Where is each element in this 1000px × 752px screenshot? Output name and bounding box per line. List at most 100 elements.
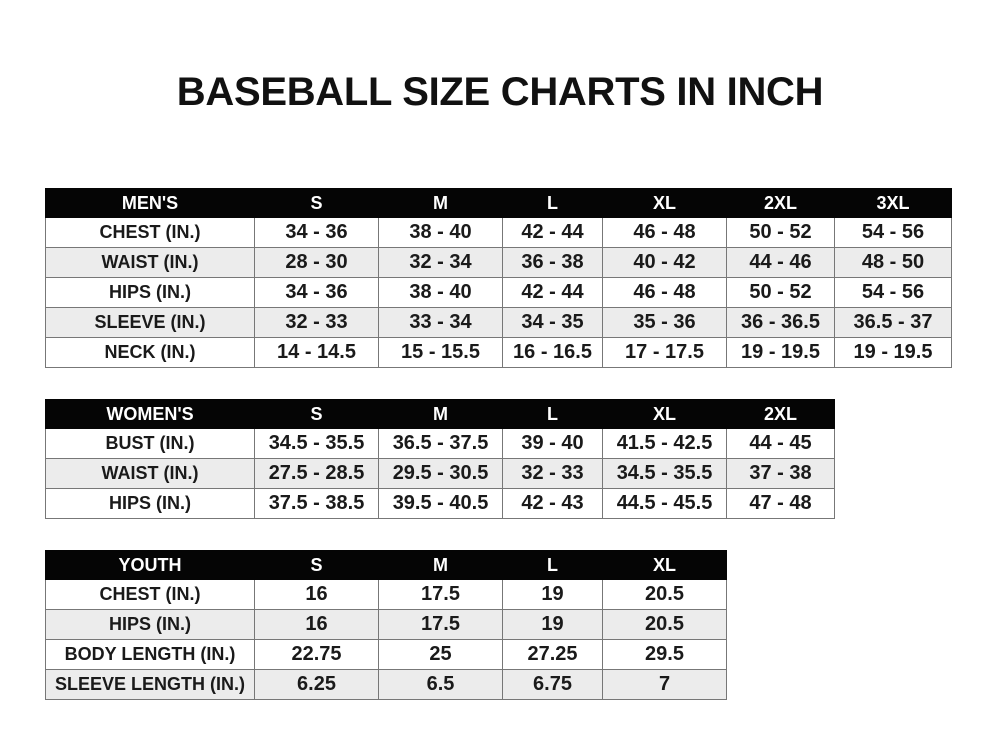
size-value: 50 - 52 — [726, 277, 835, 308]
size-value: 32 - 33 — [254, 307, 379, 338]
size-value: 20.5 — [602, 609, 727, 640]
size-value: 16 — [254, 609, 379, 640]
size-value: 36 - 38 — [502, 247, 603, 278]
size-value: 33 - 34 — [378, 307, 503, 338]
table-row: HIPS (IN.) 37.5 - 38.5 39.5 - 40.5 42 - 43 4… — [45, 488, 835, 519]
size-value: 39.5 - 40.5 — [378, 488, 503, 519]
size-value: 54 - 56 — [834, 217, 952, 248]
measurement-label: WAIST (IN.) — [45, 247, 255, 278]
size-value: 17.5 — [378, 609, 503, 640]
size-header: XL — [602, 188, 727, 218]
size-value: 17 - 17.5 — [602, 337, 727, 368]
table-row: HIPS (IN.) 34 - 36 38 - 40 42 - 44 46 - 48 50… — [45, 277, 952, 308]
category-header: MEN'S — [45, 188, 255, 218]
size-header: S — [254, 399, 379, 429]
size-value: 6.25 — [254, 669, 379, 700]
size-header: 2XL — [726, 399, 835, 429]
size-value: 6.75 — [502, 669, 603, 700]
size-value: 38 - 40 — [378, 277, 503, 308]
size-value: 37 - 38 — [726, 458, 835, 489]
size-value: 29.5 — [602, 639, 727, 670]
size-value: 19 - 19.5 — [834, 337, 952, 368]
table-row: CHEST (IN.) 16 17.5 19 20.5 — [45, 579, 727, 610]
youth-size-table: YOUTH S M L XL CHEST (IN.) 16 17.5 19 20.5 HIPS (I… — [45, 550, 727, 700]
table-row: SLEEVE (IN.) 32 - 33 33 - 34 34 - 35 35 - 36… — [45, 307, 952, 338]
size-value: 44 - 45 — [726, 428, 835, 459]
size-value: 19 — [502, 609, 603, 640]
table-row: WAIST (IN.) 27.5 - 28.5 29.5 - 30.5 32 - 33… — [45, 458, 835, 489]
size-value: 34 - 36 — [254, 217, 379, 248]
table-row: BODY LENGTH (IN.) 22.75 25 27.25 29.5 — [45, 639, 727, 670]
size-value: 28 - 30 — [254, 247, 379, 278]
size-header: S — [254, 550, 379, 580]
size-value: 42 - 44 — [502, 217, 603, 248]
size-value: 34.5 - 35.5 — [602, 458, 727, 489]
measurement-label: HIPS (IN.) — [45, 488, 255, 519]
size-value: 16 — [254, 579, 379, 610]
measurement-label: CHEST (IN.) — [45, 217, 255, 248]
size-value: 34.5 - 35.5 — [254, 428, 379, 459]
header-row: MEN'S S M L XL 2XL 3XL — [45, 188, 952, 218]
measurement-label: HIPS (IN.) — [45, 609, 255, 640]
size-header: M — [378, 399, 503, 429]
table-row: CHEST (IN.) 34 - 36 38 - 40 42 - 44 46 - 48 5… — [45, 217, 952, 248]
size-value: 32 - 34 — [378, 247, 503, 278]
mens-size-table: MEN'S S M L XL 2XL 3XL CHEST (IN.) 34 - 36 38 - 4… — [45, 188, 952, 368]
size-value: 19 - 19.5 — [726, 337, 835, 368]
size-header: L — [502, 550, 603, 580]
size-value: 27.5 - 28.5 — [254, 458, 379, 489]
size-value: 50 - 52 — [726, 217, 835, 248]
size-header: L — [502, 399, 603, 429]
header-row: YOUTH S M L XL — [45, 550, 727, 580]
womens-size-table: WOMEN'S S M L XL 2XL BUST (IN.) 34.5 - 35.5 36.5… — [45, 399, 835, 519]
size-value: 25 — [378, 639, 503, 670]
size-value: 17.5 — [378, 579, 503, 610]
size-value: 48 - 50 — [834, 247, 952, 278]
size-value: 6.5 — [378, 669, 503, 700]
size-value: 22.75 — [254, 639, 379, 670]
table-row: WAIST (IN.) 28 - 30 32 - 34 36 - 38 40 - 42 4… — [45, 247, 952, 278]
size-value: 20.5 — [602, 579, 727, 610]
size-header: XL — [602, 399, 727, 429]
size-value: 42 - 44 — [502, 277, 603, 308]
size-header: L — [502, 188, 603, 218]
category-header: YOUTH — [45, 550, 255, 580]
size-value: 32 - 33 — [502, 458, 603, 489]
measurement-label: BODY LENGTH (IN.) — [45, 639, 255, 670]
size-header: S — [254, 188, 379, 218]
size-value: 38 - 40 — [378, 217, 503, 248]
size-value: 36.5 - 37 — [834, 307, 952, 338]
table-row: HIPS (IN.) 16 17.5 19 20.5 — [45, 609, 727, 640]
measurement-label: BUST (IN.) — [45, 428, 255, 459]
size-value: 54 - 56 — [834, 277, 952, 308]
measurement-label: HIPS (IN.) — [45, 277, 255, 308]
table-row: NECK (IN.) 14 - 14.5 15 - 15.5 16 - 16.5 17 … — [45, 337, 952, 368]
size-value: 46 - 48 — [602, 217, 727, 248]
measurement-label: WAIST (IN.) — [45, 458, 255, 489]
size-value: 36.5 - 37.5 — [378, 428, 503, 459]
size-value: 47 - 48 — [726, 488, 835, 519]
measurement-label: NECK (IN.) — [45, 337, 255, 368]
size-value: 27.25 — [502, 639, 603, 670]
size-value: 36 - 36.5 — [726, 307, 835, 338]
header-row: WOMEN'S S M L XL 2XL — [45, 399, 835, 429]
size-header: XL — [602, 550, 727, 580]
size-header: M — [378, 188, 503, 218]
size-value: 16 - 16.5 — [502, 337, 603, 368]
size-value: 44.5 - 45.5 — [602, 488, 727, 519]
size-value: 35 - 36 — [602, 307, 727, 338]
size-value: 39 - 40 — [502, 428, 603, 459]
table-row: BUST (IN.) 34.5 - 35.5 36.5 - 37.5 39 - 40 4… — [45, 428, 835, 459]
size-value: 44 - 46 — [726, 247, 835, 278]
size-value: 40 - 42 — [602, 247, 727, 278]
size-header: 3XL — [834, 188, 952, 218]
size-value: 19 — [502, 579, 603, 610]
size-value: 14 - 14.5 — [254, 337, 379, 368]
size-value: 42 - 43 — [502, 488, 603, 519]
size-value: 34 - 36 — [254, 277, 379, 308]
size-value: 37.5 - 38.5 — [254, 488, 379, 519]
page-title: BASEBALL SIZE CHARTS IN INCH — [176, 70, 824, 114]
size-value: 34 - 35 — [502, 307, 603, 338]
size-value: 29.5 - 30.5 — [378, 458, 503, 489]
table-row: SLEEVE LENGTH (IN.) 6.25 6.5 6.75 7 — [45, 669, 727, 700]
